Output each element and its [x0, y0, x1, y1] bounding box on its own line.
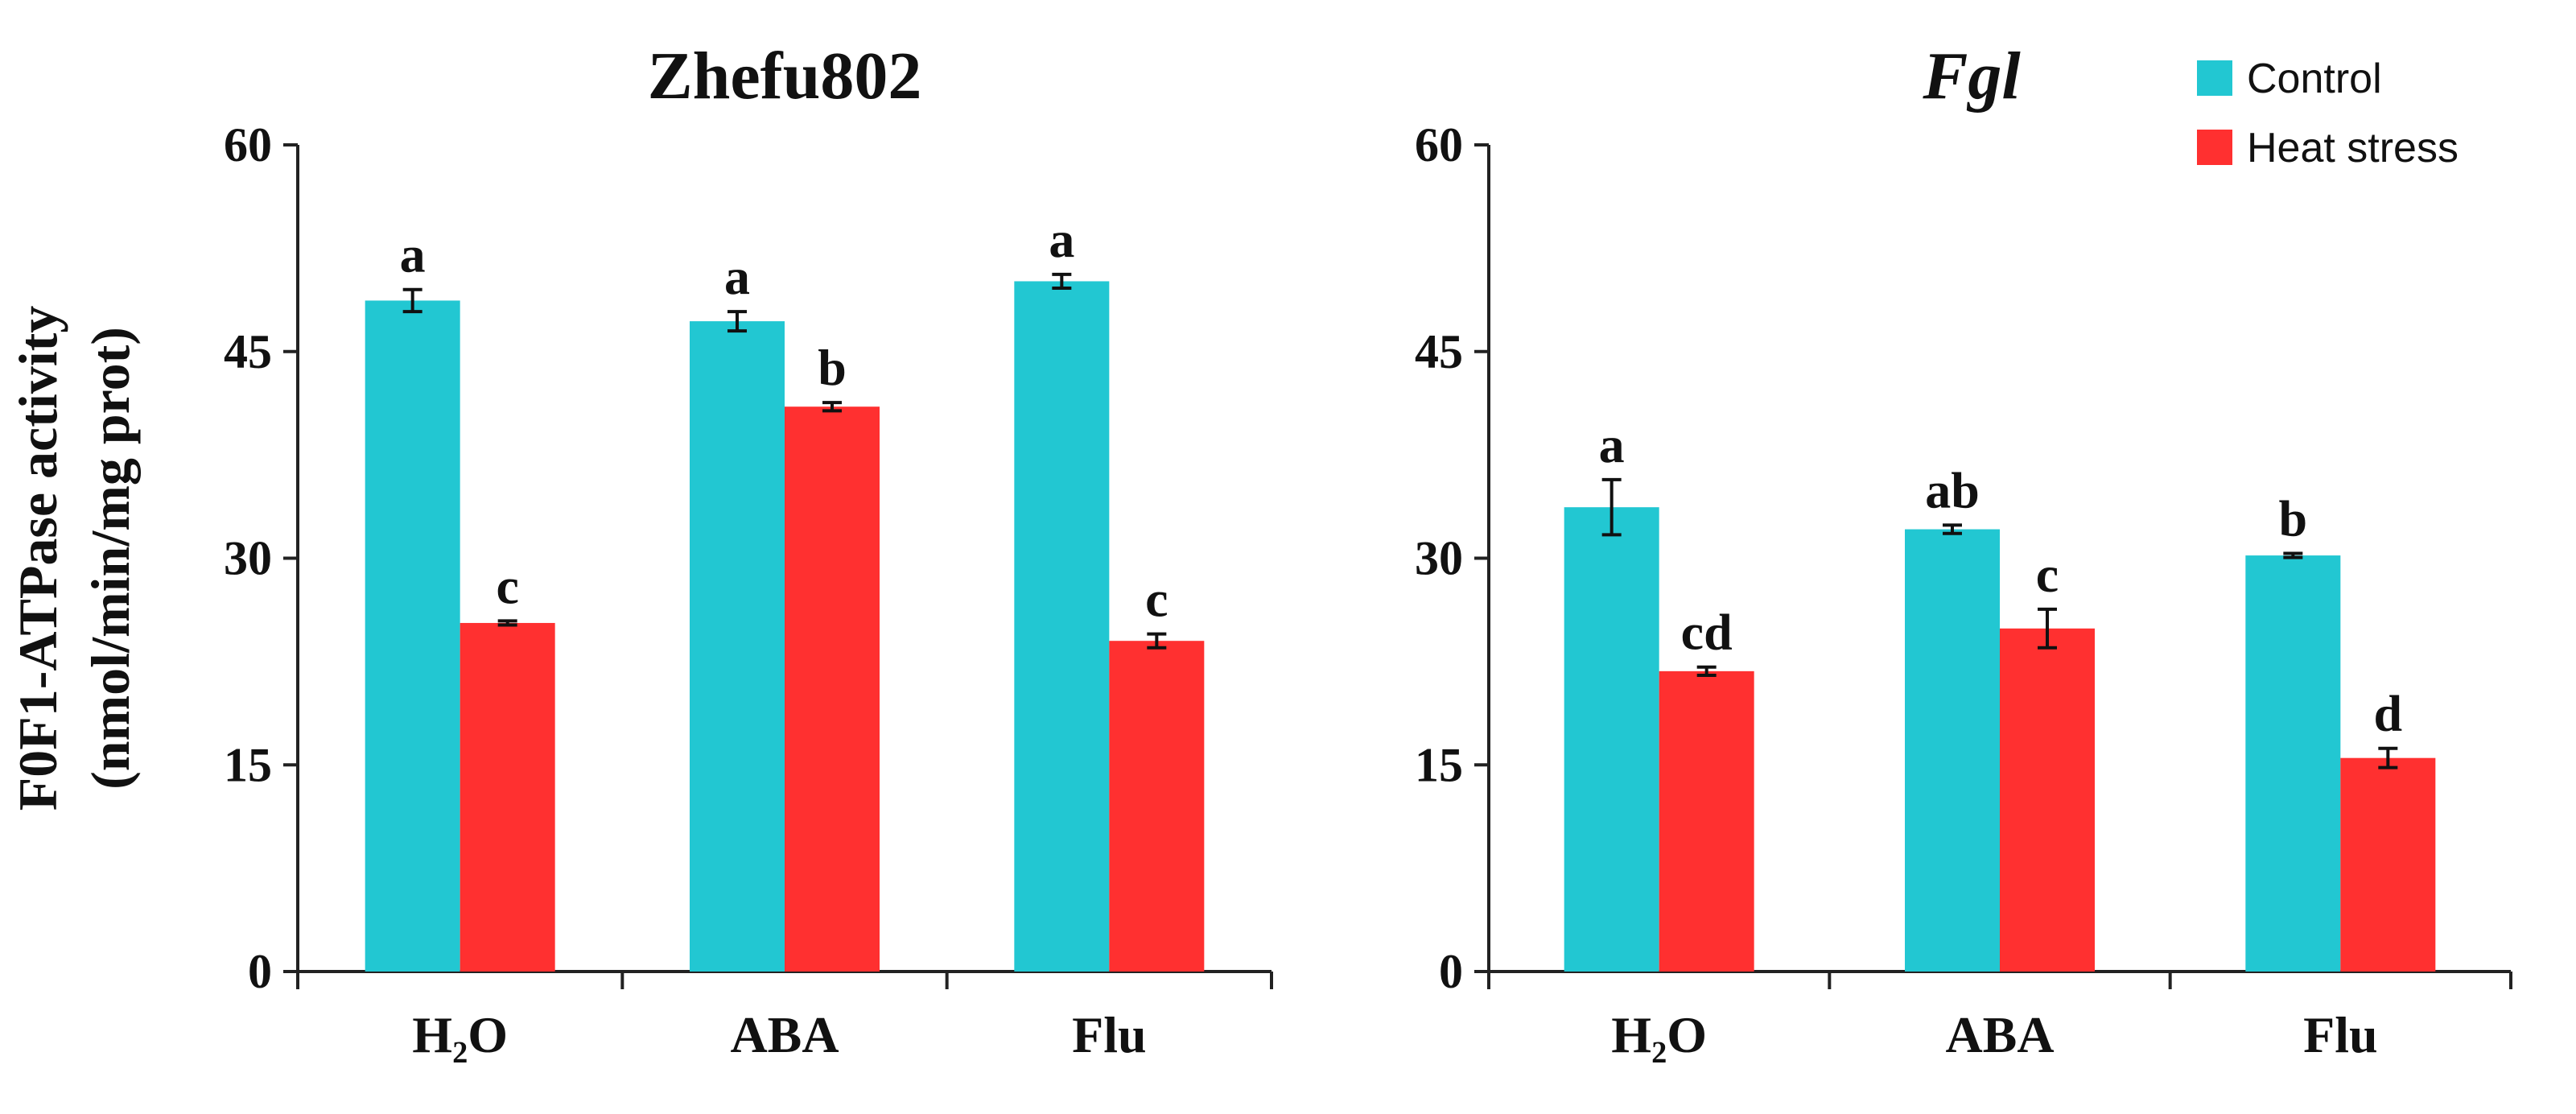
legend: Control Heat stress: [2197, 56, 2459, 171]
y-tick-label: 45: [1415, 325, 1463, 378]
bar-heat-stress-h-o: [1659, 670, 1754, 972]
y-tick-label: 0: [248, 945, 272, 998]
chart-title-fgl: Fgl: [1922, 39, 2021, 113]
category-label-h-o: H₂O: [412, 1006, 508, 1063]
bar-control-aba: [1905, 529, 2000, 972]
significance-label: c: [2036, 546, 2059, 603]
y-tick-label: 45: [224, 325, 272, 378]
y-tick-label: 0: [1439, 945, 1463, 998]
y-tick-label: 60: [1415, 118, 1463, 171]
bar-heat-stress-aba: [785, 406, 880, 972]
y-tick-label: 60: [224, 118, 272, 171]
significance-label: c: [1145, 571, 1168, 628]
category-label-aba: ABA: [730, 1006, 839, 1063]
bar-control-flu: [1014, 281, 1110, 972]
bar-heat-stress-h-o: [460, 622, 555, 972]
bar-heat-stress-flu: [2340, 757, 2436, 972]
legend-swatch-control: [2197, 60, 2232, 96]
y-axis-label: F0F1-ATPase activity: [7, 306, 68, 811]
y-tick-label: 15: [1415, 738, 1463, 791]
bar-heat-stress-aba: [2000, 628, 2095, 972]
legend-swatch-heat-stress: [2197, 130, 2232, 165]
bar-control-h-o: [365, 300, 460, 972]
chart-title-zhefu802: Zhefu802: [648, 39, 922, 113]
bar-control-flu: [2245, 555, 2341, 972]
significance-label: c: [496, 557, 518, 614]
y-tick-label: 30: [1415, 532, 1463, 585]
significance-label: d: [2374, 685, 2403, 742]
significance-label: a: [724, 248, 750, 305]
category-label-h-o: H₂O: [1611, 1006, 1707, 1063]
significance-label: ab: [1925, 461, 1980, 518]
y-tick-label: 30: [224, 532, 272, 585]
significance-label: a: [400, 226, 426, 283]
significance-label: b: [2279, 490, 2308, 547]
category-label-flu: Flu: [1072, 1006, 1146, 1063]
significance-label: cd: [1681, 604, 1733, 661]
y-tick-label: 15: [224, 738, 272, 791]
y-axis-label: (nmol/min/mg prot): [80, 327, 141, 790]
legend-label-control: Control: [2247, 56, 2382, 102]
significance-label: b: [818, 339, 847, 396]
significance-label: a: [1049, 211, 1074, 268]
category-label-aba: ABA: [1945, 1006, 2054, 1063]
bar-control-aba: [690, 321, 785, 972]
significance-label: a: [1599, 416, 1625, 473]
legend-label-heat-stress: Heat stress: [2247, 125, 2459, 171]
bar-heat-stress-flu: [1109, 641, 1205, 972]
chart-zhefu802: Zhefu802 0 15 30 45 60 H₂O ABA Flu a a a c b c F0F1-ATP…: [7, 39, 1273, 1063]
bar-control-h-o: [1564, 507, 1659, 972]
category-label-flu: Flu: [2303, 1006, 2377, 1063]
